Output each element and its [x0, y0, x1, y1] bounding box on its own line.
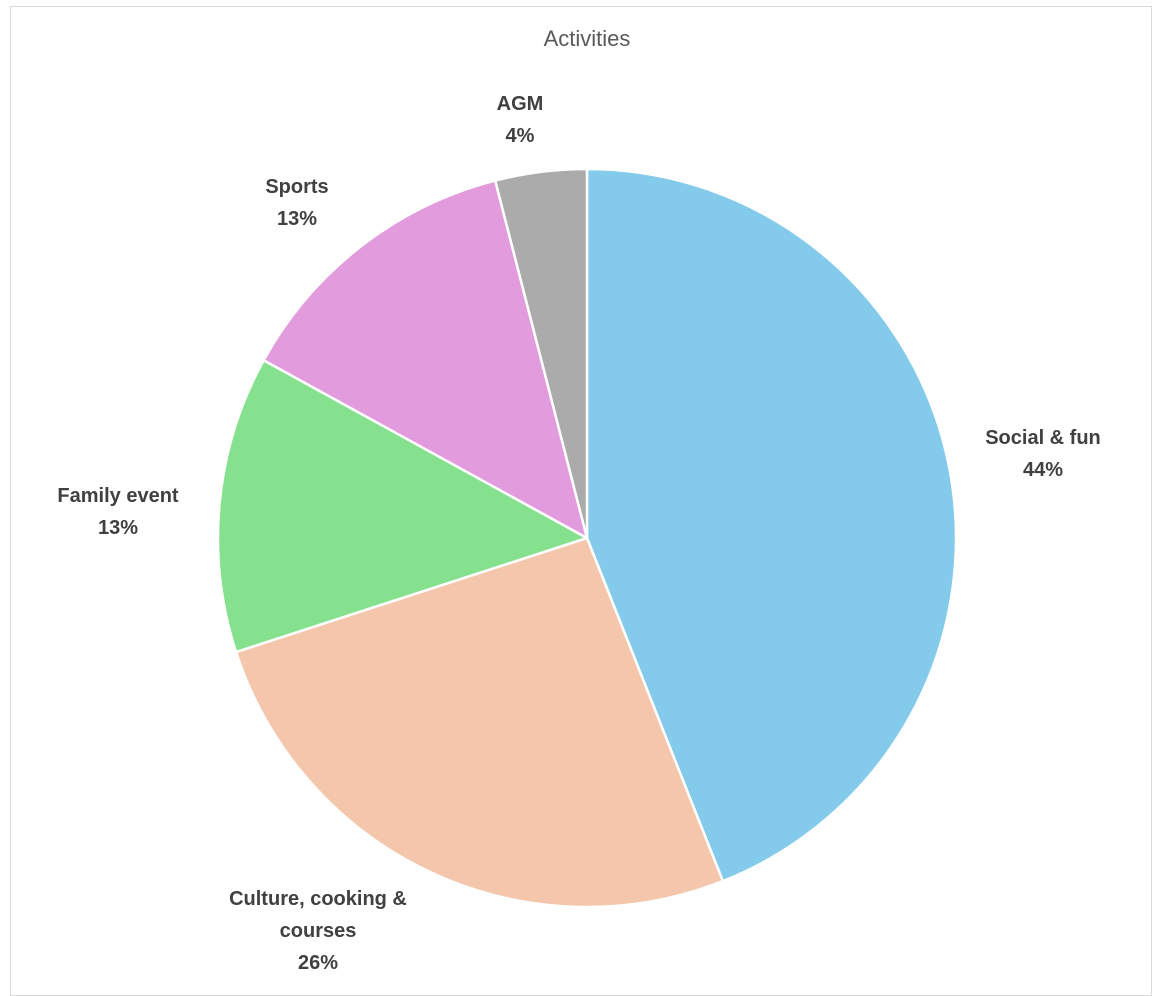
slice-label: AGM 4%	[497, 93, 544, 147]
slice-percent-label: 4%	[506, 125, 535, 147]
pie-slice-culture-cooking-courses	[234, 536, 725, 909]
pie-slice-family-event	[216, 358, 589, 654]
slice-name-label: Family event	[57, 485, 179, 507]
slice-name-label: Culture, cooking &	[229, 888, 407, 910]
pie-slice-agm	[493, 167, 589, 540]
slice-name-label: AGM	[497, 93, 544, 115]
slice-percent-label: 44%	[1023, 459, 1063, 481]
slice-name-label: courses	[280, 920, 357, 942]
pie-slices	[216, 167, 958, 909]
slice-percent-label: 13%	[277, 208, 317, 230]
pie-slice-social-fun	[585, 167, 958, 883]
slice-name-label: Sports	[265, 176, 328, 198]
slice-percent-label: 13%	[98, 517, 138, 539]
slice-percent-label: 26%	[298, 952, 338, 974]
chart-title: Activities	[544, 26, 631, 51]
slice-label: Sports 13%	[265, 176, 328, 230]
slice-label: Family event 13%	[57, 485, 179, 539]
slice-label: Social & fun 44%	[985, 427, 1101, 481]
slice-name-label: Social & fun	[985, 427, 1101, 449]
pie-slice-sports	[262, 179, 589, 540]
slice-label: Culture, cooking & courses 26%	[229, 888, 407, 974]
pie-labels: Social & fun 44% Culture, cooking & courses…	[57, 93, 1100, 974]
